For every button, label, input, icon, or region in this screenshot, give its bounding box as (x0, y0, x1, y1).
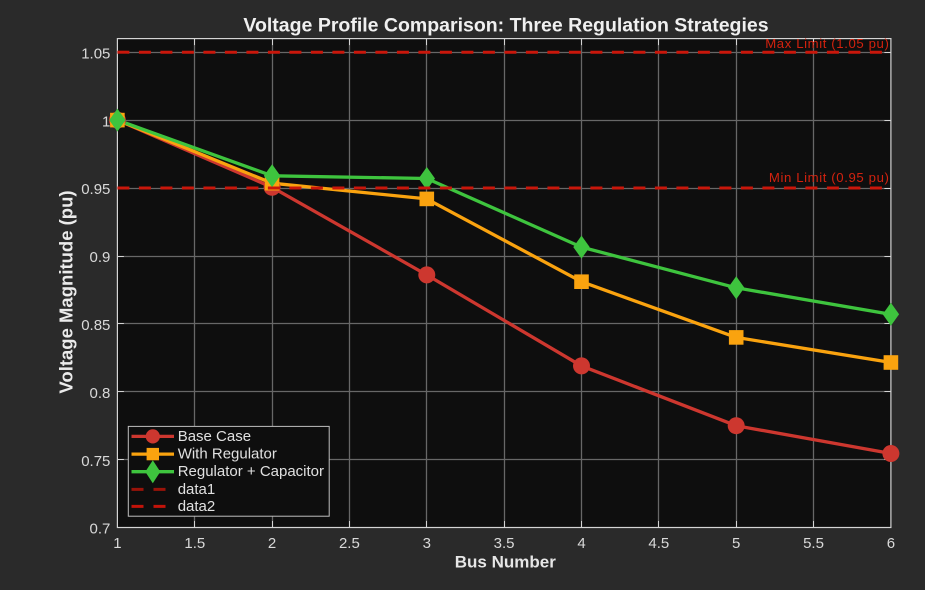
svg-text:Voltage Profile Comparison: Th: Voltage Profile Comparison: Three Regula… (243, 15, 768, 37)
svg-text:Min Limit (0.95 pu): Min Limit (0.95 pu) (769, 170, 890, 185)
svg-text:3.5: 3.5 (494, 535, 515, 552)
svg-text:0.9: 0.9 (90, 249, 111, 266)
svg-text:data1: data1 (178, 481, 216, 498)
svg-text:Regulator + Capacitor: Regulator + Capacitor (178, 463, 324, 480)
svg-text:0.85: 0.85 (81, 317, 110, 334)
svg-text:1.5: 1.5 (184, 535, 205, 552)
svg-text:With Regulator: With Regulator (178, 446, 277, 463)
svg-text:4.5: 4.5 (648, 535, 669, 552)
svg-text:6: 6 (887, 535, 895, 552)
svg-text:4: 4 (577, 535, 585, 552)
svg-text:0.7: 0.7 (90, 521, 111, 538)
svg-text:1.05: 1.05 (81, 45, 110, 62)
svg-text:5.5: 5.5 (803, 535, 824, 552)
svg-text:1: 1 (113, 535, 121, 552)
svg-text:0.75: 0.75 (81, 453, 110, 470)
svg-text:3: 3 (423, 535, 431, 552)
svg-text:Max Limit (1.05 pu): Max Limit (1.05 pu) (765, 36, 889, 51)
svg-text:5: 5 (732, 535, 740, 552)
svg-text:1: 1 (102, 113, 110, 130)
svg-text:2: 2 (268, 535, 276, 552)
svg-text:Base Case: Base Case (178, 428, 251, 445)
svg-text:2.5: 2.5 (339, 535, 360, 552)
svg-text:data2: data2 (178, 498, 216, 515)
svg-text:Voltage Magnitude (pu): Voltage Magnitude (pu) (55, 190, 76, 393)
svg-text:0.8: 0.8 (90, 385, 111, 402)
svg-text:Bus Number: Bus Number (455, 553, 556, 572)
svg-text:0.95: 0.95 (81, 181, 110, 198)
